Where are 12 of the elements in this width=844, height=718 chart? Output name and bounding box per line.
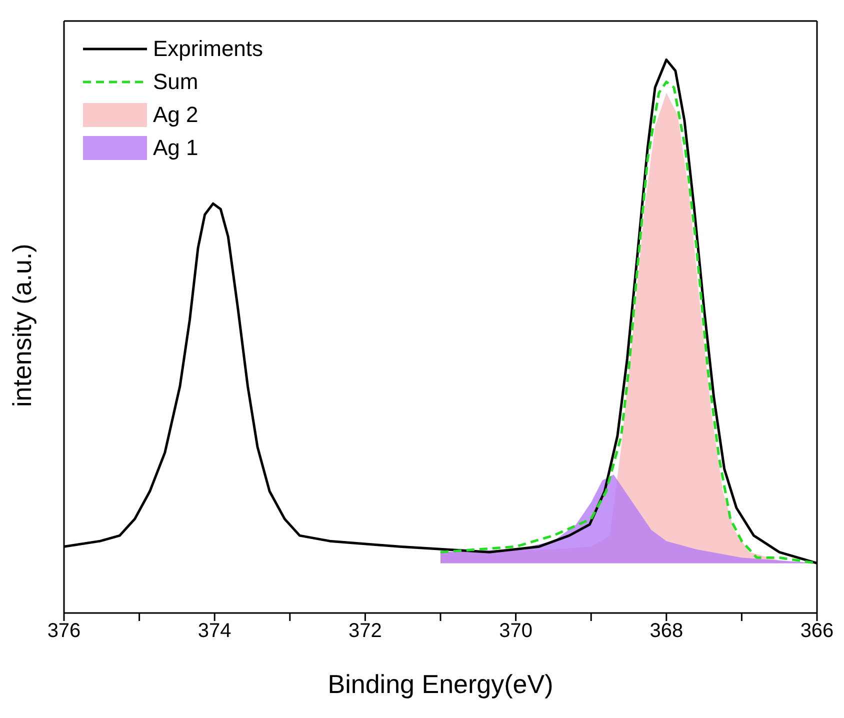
legend-label: Ag 2 <box>153 101 198 129</box>
legend-label: Ag 1 <box>153 134 198 162</box>
legend-label: Sum <box>153 68 198 96</box>
legend-label: Expriments <box>153 35 264 63</box>
x-tick-label: 372 <box>348 620 382 642</box>
x-tick-label: 366 <box>800 620 834 642</box>
x-tick-label: 368 <box>650 620 684 642</box>
x-tick-label: 374 <box>198 620 232 642</box>
y-axis-title: intensity (a.u.) <box>7 244 38 407</box>
x-axis-title: Binding Energy(eV) <box>328 669 554 699</box>
x-tick-label: 376 <box>47 620 81 642</box>
x-tick-label: 370 <box>499 620 532 642</box>
